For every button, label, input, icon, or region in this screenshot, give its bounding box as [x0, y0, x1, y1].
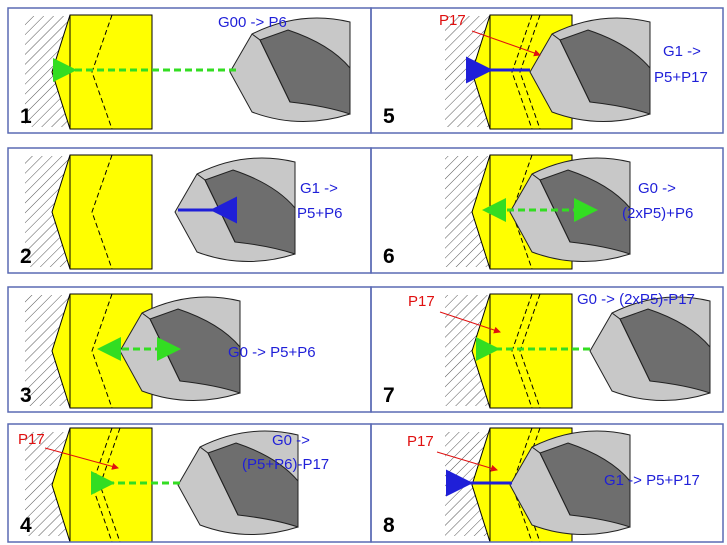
step-number: 8 [383, 514, 395, 537]
tool-body-dark [207, 442, 299, 528]
command-text: G0 -> P5+P6 [228, 344, 316, 361]
tool-edge [531, 446, 571, 516]
tool-body-dark [559, 29, 651, 115]
hatched-wall [445, 15, 570, 129]
tool-edge [251, 33, 291, 103]
step-number: 3 [20, 384, 32, 407]
step-number: 1 [20, 105, 32, 128]
step-number: 4 [20, 514, 32, 537]
hatched-wall [445, 294, 570, 408]
drill-tool [177, 430, 299, 536]
panel-8: P17 G1 -> P5+P17 8 [370, 423, 724, 543]
panel-7: P17 G0 -> (2xP5)-P17 7 [370, 286, 724, 413]
depth-line [91, 293, 113, 409]
drill-tool [529, 17, 651, 123]
panel-frame [370, 286, 724, 413]
tool-body-dark [204, 169, 296, 255]
drill-tool [589, 296, 711, 402]
panel-6: G0 -> (2xP5)+P6 6 [370, 147, 724, 274]
step-number: 2 [20, 245, 32, 268]
tool-edge [551, 33, 591, 103]
p17-label: P17 [439, 12, 466, 29]
command-text: G0 -> (2xP5)-P17 [577, 291, 695, 308]
hatched-wall [445, 155, 570, 269]
step-number: 6 [383, 245, 395, 268]
depth-line-p17 [519, 14, 541, 130]
hatched-wall [25, 294, 150, 408]
workpiece [51, 154, 153, 270]
command-text: G0 -> [272, 432, 310, 449]
depth-line [511, 14, 533, 130]
p17-label: P17 [408, 293, 435, 310]
workpiece [471, 293, 573, 409]
panel-frame [370, 147, 724, 274]
command-text: G1 -> P5+P17 [604, 472, 700, 489]
tool-body-dark [539, 442, 631, 528]
p17-pointer [439, 311, 501, 334]
tool-body-dark [149, 308, 241, 394]
hatched-wall [25, 428, 150, 542]
tool-edge [611, 312, 651, 382]
depth-line [511, 293, 533, 409]
command-text: (P5+P6)-P17 [242, 456, 329, 473]
depth-line-p17 [519, 293, 541, 409]
tool-body-dark [619, 308, 711, 394]
panel-3: G0 -> P5+P6 3 [7, 286, 372, 413]
drill-tool [229, 17, 351, 123]
command-text: (2xP5)+P6 [622, 205, 693, 222]
command-text: P5+P17 [654, 69, 708, 86]
step-number: 5 [383, 105, 395, 128]
hatched-wall [445, 428, 570, 542]
hatched-wall [25, 155, 150, 269]
panel-2: G1 -> P5+P6 2 [7, 147, 372, 274]
command-text: G1 -> [663, 43, 701, 60]
workpiece [51, 14, 153, 130]
panel-frame [370, 7, 724, 134]
panel-1: G00 -> P6 1 [7, 7, 372, 134]
panel-5: P17 G1 -> P5+P17 5 [370, 7, 724, 134]
panel-4: P17 G0 -> (P5+P6)-P17 4 [7, 423, 372, 543]
depth-line [91, 154, 113, 270]
hatched-wall [25, 15, 150, 129]
tool-body-dark [259, 29, 351, 115]
panel-frame [370, 423, 724, 543]
drill-tool [509, 430, 631, 536]
p17-pointer [436, 451, 498, 472]
workpiece [51, 427, 153, 543]
p17-label: P17 [407, 433, 434, 450]
command-text: G00 -> P6 [218, 14, 287, 31]
p17-label: P17 [18, 431, 45, 448]
depth-line [91, 14, 113, 130]
p17-pointer [471, 30, 541, 57]
tool-edge [199, 446, 239, 516]
command-text: G1 -> [300, 180, 338, 197]
command-text: G0 -> [638, 180, 676, 197]
command-text: P5+P6 [297, 205, 342, 222]
step-number: 7 [383, 384, 395, 407]
p17-pointer [44, 447, 119, 470]
